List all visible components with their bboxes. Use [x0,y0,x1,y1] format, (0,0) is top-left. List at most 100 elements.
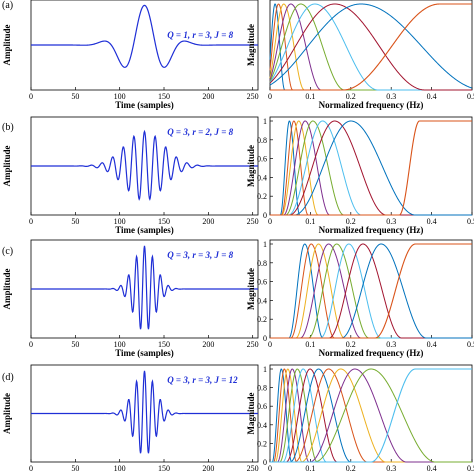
y-tick-label: 0.8 [257,136,267,145]
x-tick-label: 200 [202,340,214,349]
wavelet-annotation: Q = 3, r = 3, J = 12 [167,375,238,385]
y-axis-label: Magnitude [246,268,256,310]
highpass-curve [270,243,472,339]
x-tick-label: 0 [29,464,33,473]
highpass-curve [270,3,472,91]
band-curve [270,120,472,216]
x-tick-label: 50 [71,464,79,473]
x-tick-label: 0.1 [305,340,315,349]
y-axis-label: Magnitude [246,392,256,434]
band-curve [269,3,472,91]
y-tick-label: 0 [263,211,267,220]
x-tick-label: 200 [202,92,214,101]
band-curve [269,3,472,91]
x-tick-label: 50 [71,217,79,226]
x-axis-label: Time (samples) [115,348,174,358]
y-tick-label: 0.6 [257,402,267,411]
frequency-response-plot: 0 0.1 0.2 0.3 0.4 0.5 Normalized frequency (Hz… [246,0,474,110]
x-tick-label: 0.1 [305,217,315,226]
band-curve [270,120,472,216]
y-tick-label: 0.8 [257,259,267,268]
x-tick-label: 0.4 [427,217,437,226]
x-tick-label: 0.3 [386,217,396,226]
y-axis-label: Amplitude [2,268,12,309]
y-tick-label: 0.2 [257,192,267,201]
wavelet-line [31,245,258,330]
x-tick-label: 250 [247,340,259,349]
frequency-response-plot: 0 0.1 0.2 0.3 0.4 0.5 0 0.2 0.4 0.6 0.8 1 Magnitude [246,364,474,473]
frequency-response-plot: 0 0.1 0.2 0.3 0.4 0.5 0 0.2 0.4 0.6 0.8 1 Normalized… [246,239,474,358]
x-tick-label: 0.3 [386,92,396,101]
y-tick-label: 1 [263,117,267,126]
y-axis-label: Amplitude [2,393,12,434]
y-tick-label: 0.8 [257,384,267,393]
panel-label: (b) [2,122,14,133]
wavelet-plot: 0 50 100 150 200 250 Q = 3, r = 2, J = 8 Time (… [2,116,259,235]
panel-label: (d) [2,372,14,383]
x-tick-label: 50 [71,340,79,349]
x-tick-label: 150 [158,217,170,226]
x-tick-label: 0.1 [305,464,315,473]
wavelet-annotation: Q = 1, r = 3, J = 8 [167,30,233,40]
highpass-curve [270,120,472,216]
wavelet-plot: 0 50 100 150 200 250 Q = 3, r = 3, J = 12 Ampli… [2,364,259,473]
band-curve [270,120,472,216]
wavelet-line [31,4,258,68]
y-tick-label: 0.4 [257,421,267,430]
x-tick-label: 0.5 [467,340,474,349]
x-tick-label: 0.1 [305,92,315,101]
x-tick-label: 150 [158,340,170,349]
y-tick-label: 0.2 [257,439,267,448]
panel-label: (a) [2,0,13,11]
wavelet-line [31,129,258,201]
x-tick-label: 200 [202,217,214,226]
y-tick-label: 1 [263,240,267,249]
x-tick-label: 0 [268,464,272,473]
band-curve [270,120,472,216]
y-axis-label: Amplitude [2,145,12,186]
wavelet-line [31,370,258,454]
x-tick-label: 200 [202,464,214,473]
x-tick-label: 0.5 [467,464,474,473]
panel-label: (c) [2,246,13,257]
y-tick-label: 0.2 [257,315,267,324]
x-tick-label: 0.3 [386,340,396,349]
y-tick-label: 0 [263,458,267,467]
y-tick-label: 0.4 [257,173,267,182]
x-tick-label: 0.5 [467,217,474,226]
y-tick-label: 0.6 [257,278,267,287]
x-tick-label: 150 [158,92,170,101]
wavelet-annotation: Q = 3, r = 2, J = 8 [167,127,233,137]
y-tick-label: 0 [263,334,267,343]
y-axis-label: Magnitude [246,24,256,66]
x-tick-label: 0 [268,92,272,101]
x-tick-label: 0.2 [346,92,356,101]
x-tick-label: 0.3 [386,464,396,473]
band-curve [270,120,472,216]
x-tick-label: 0.4 [427,92,437,101]
frequency-response-plot: 0 0.1 0.2 0.3 0.4 0.5 0 0.2 0.4 0.6 0.8 1 Normalized… [246,116,474,235]
x-tick-label: 0 [268,340,272,349]
x-axis-label: Normalized frequency (Hz) [319,348,424,358]
x-tick-label: 100 [114,464,126,473]
x-tick-label: 0.5 [467,92,474,101]
x-axis-label: Normalized frequency (Hz) [319,100,424,110]
x-tick-label: 250 [247,92,259,101]
axes-frame [269,0,473,91]
x-tick-label: 100 [114,217,126,226]
x-tick-label: 250 [247,217,259,226]
x-axis-label: Time (samples) [115,225,174,235]
wavelet-plot: 0 50 100 150 200 250 Q = 3, r = 3, J = 8 Time (… [2,239,259,358]
x-tick-label: 0 [268,217,272,226]
wavelet-plot: 0 50 100 150 200 250 Q = 1, r = 3, J = 8 Time (… [2,0,259,110]
highpass-curve [270,368,472,463]
x-tick-label: 0 [29,340,33,349]
band-curve [270,368,472,463]
y-axis-label: Magnitude [246,145,256,187]
x-tick-label: 0.4 [427,340,437,349]
x-tick-label: 100 [114,92,126,101]
y-axis-label: Amplitude [2,24,12,65]
x-tick-label: 0 [29,217,33,226]
wavelet-annotation: Q = 3, r = 3, J = 8 [167,250,233,260]
y-tick-label: 1 [263,365,267,374]
